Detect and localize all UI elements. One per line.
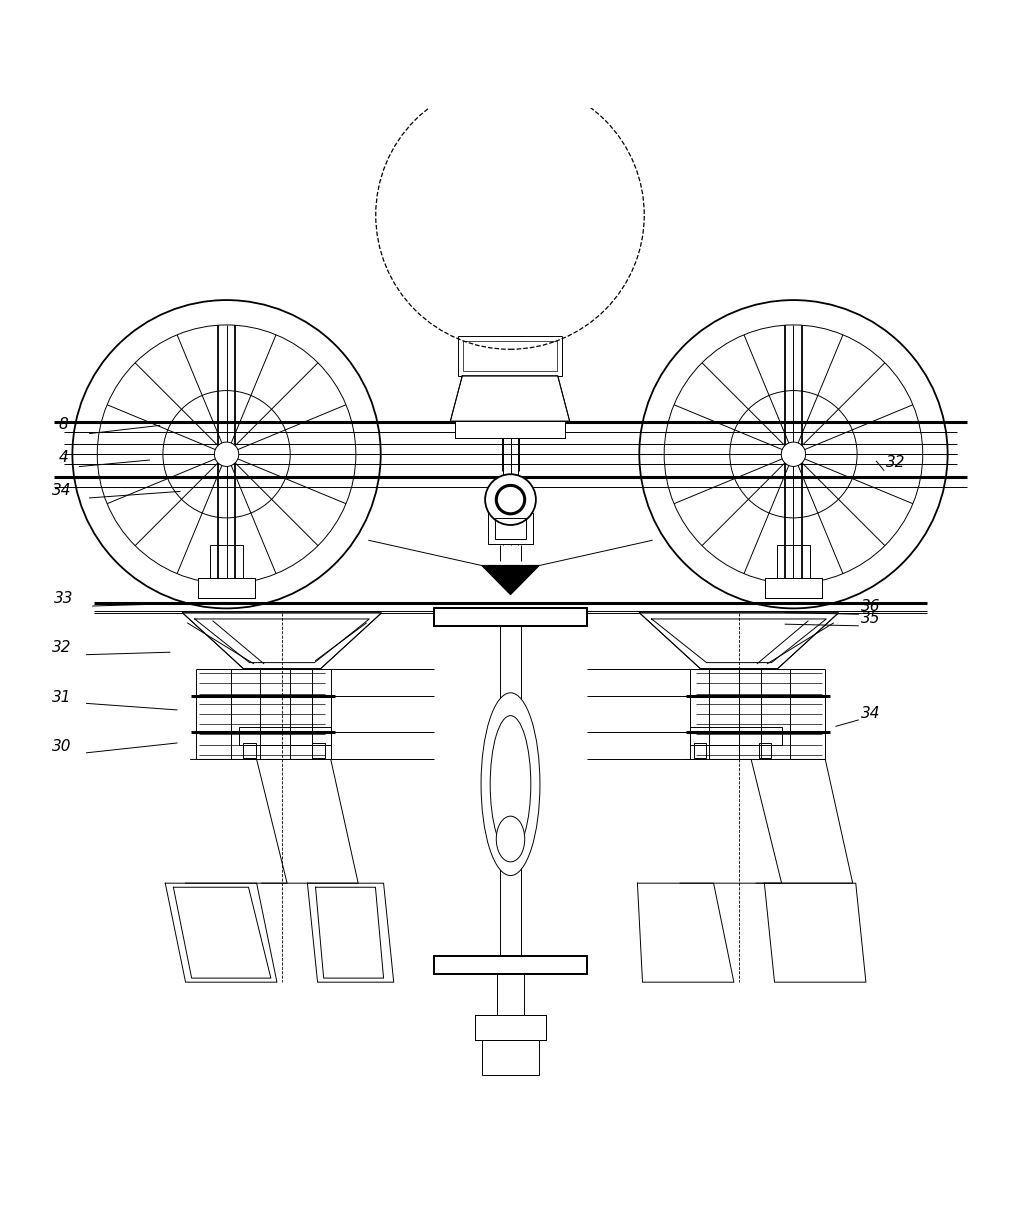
Text: 32: 32	[886, 454, 906, 469]
Bar	[243, 744, 255, 757]
Circle shape	[496, 485, 525, 513]
Text: 8: 8	[58, 417, 68, 432]
Bar	[765, 579, 822, 598]
Text: 33: 33	[53, 591, 74, 606]
Polygon shape	[183, 613, 382, 668]
Bar	[777, 545, 810, 579]
Bar	[760, 744, 772, 757]
Bar	[434, 608, 587, 627]
Bar	[464, 341, 556, 371]
Bar	[475, 1014, 546, 1040]
Text: 4: 4	[58, 451, 68, 465]
Text: 34: 34	[51, 484, 71, 499]
Circle shape	[485, 474, 536, 524]
Bar	[312, 744, 325, 757]
Bar	[690, 728, 782, 746]
Ellipse shape	[481, 693, 540, 875]
Text: 35: 35	[861, 612, 880, 627]
Text: 31: 31	[51, 689, 71, 704]
Ellipse shape	[496, 816, 525, 862]
Bar	[694, 744, 707, 757]
Text: 30: 30	[51, 739, 71, 755]
Bar	[210, 545, 243, 579]
Bar	[455, 421, 565, 438]
Text: 34: 34	[861, 707, 880, 721]
Bar	[488, 513, 533, 544]
Polygon shape	[482, 565, 539, 595]
Bar	[495, 518, 526, 539]
Bar	[497, 974, 524, 1014]
Bar	[434, 955, 587, 974]
Bar	[482, 1037, 539, 1076]
Circle shape	[214, 442, 239, 467]
Polygon shape	[639, 613, 838, 668]
Text: 32: 32	[51, 640, 71, 655]
Circle shape	[781, 442, 806, 467]
Bar	[239, 728, 331, 746]
Bar	[198, 579, 255, 598]
Text: 36: 36	[861, 599, 880, 614]
Bar	[458, 336, 562, 375]
Polygon shape	[450, 375, 570, 421]
